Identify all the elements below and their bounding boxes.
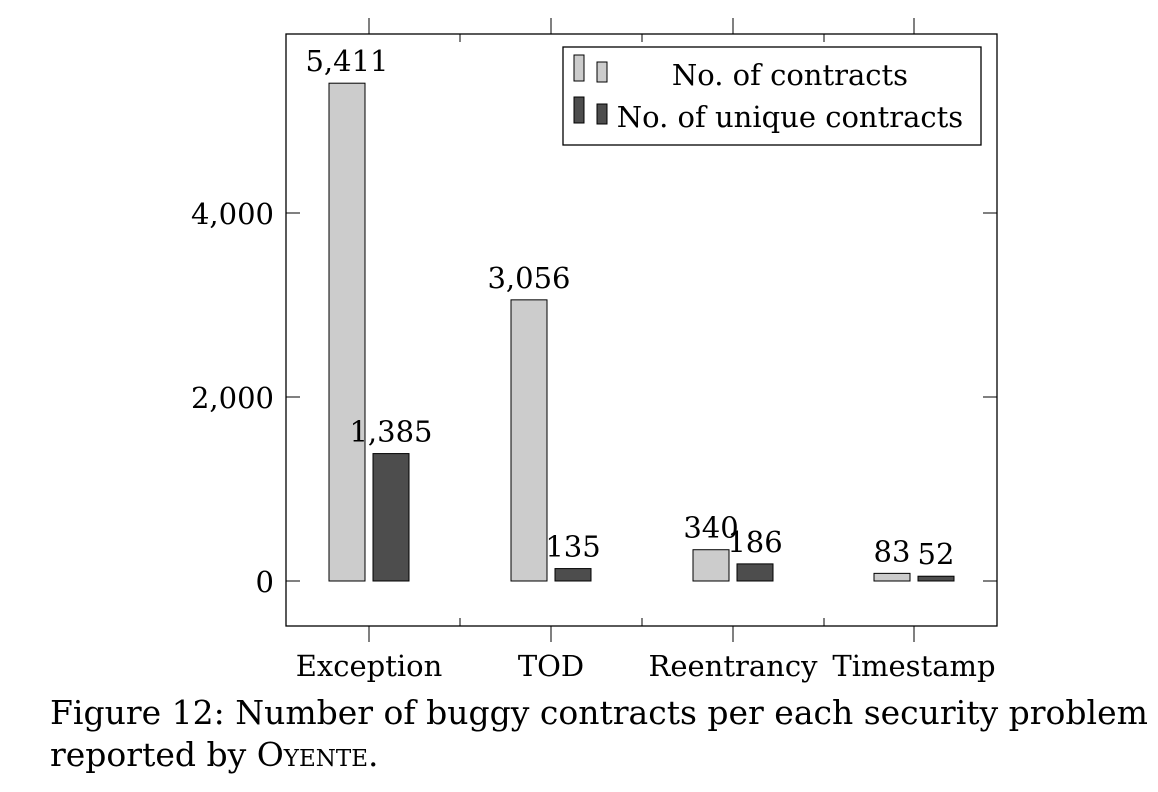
bar-value-label: 83 — [874, 534, 911, 568]
bar-value-label: 135 — [545, 530, 600, 564]
caption-line-2-prefix: reported by — [50, 735, 257, 774]
x-tick-label: Reentrancy — [649, 649, 819, 683]
bar-value-label: 3,056 — [487, 261, 570, 295]
y-tick-labels: 0 2,000 4,000 — [191, 197, 274, 599]
caption-line-1: Figure 12: Number of buggy contracts per… — [50, 693, 1148, 732]
legend-swatch — [596, 61, 608, 83]
bar-unique-contracts — [736, 563, 774, 582]
caption-line-2: reported by Oyente. — [50, 734, 1150, 776]
y-tick-label: 4,000 — [191, 197, 274, 231]
legend-swatch — [596, 103, 608, 125]
bar-value-labels: 5,411 3,056 340 83 1,385 135 186 52 — [305, 44, 954, 571]
legend-label: No. of unique contracts — [617, 100, 963, 134]
bar-value-label: 1,385 — [349, 415, 432, 449]
legend: No. of contracts No. of unique contracts — [562, 46, 982, 146]
caption-tool-name: Oyente — [256, 735, 369, 774]
bar-contracts — [510, 299, 548, 582]
bar-unique-contracts — [917, 575, 955, 582]
x-tick-labels: Exception TOD Reentrancy Timestamp — [296, 649, 996, 683]
x-tick-label: Exception — [296, 649, 443, 683]
bar-contracts — [328, 82, 366, 582]
bar-value-label: 186 — [727, 525, 782, 559]
caption-line-2-suffix: . — [368, 735, 379, 774]
axis-ticks — [286, 18, 997, 642]
y-tick-label: 0 — [256, 565, 274, 599]
bar-chart: 0 2,000 4,000 Exception TOD Reentrancy Timest… — [191, 18, 998, 683]
y-tick-label: 2,000 — [191, 381, 274, 415]
x-tick-label: TOD — [518, 649, 584, 683]
legend-box — [562, 46, 982, 146]
x-tick-label: Timestamp — [832, 649, 995, 683]
legend-swatch — [573, 96, 585, 124]
bar-value-label: 340 — [683, 511, 738, 545]
legend-label: No. of contracts — [672, 58, 908, 92]
bar-unique-contracts — [372, 453, 410, 582]
bar-unique-contracts — [554, 568, 592, 582]
bar-contracts — [873, 572, 911, 582]
bars — [328, 82, 955, 582]
legend-swatch — [573, 54, 585, 82]
bar-contracts — [692, 549, 730, 582]
bar-value-label: 5,411 — [305, 44, 388, 78]
bar-value-label: 52 — [918, 537, 955, 571]
figure-caption: Figure 12: Number of buggy contracts per… — [50, 692, 1150, 776]
